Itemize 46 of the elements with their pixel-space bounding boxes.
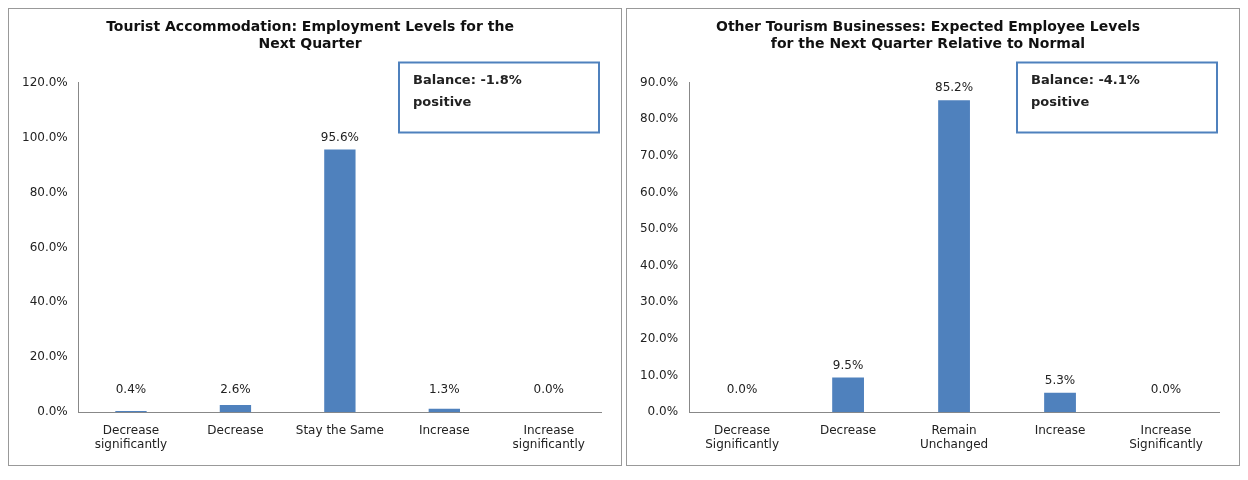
data-label: 1.3% [429,382,460,397]
bar [324,149,356,413]
bar [832,377,864,413]
x-tick-label: Increase [1034,422,1086,437]
bar [1044,392,1076,413]
data-label: 0.4% [115,382,147,397]
y-tick-label: 20.0% [29,349,68,364]
data-label: 0.0% [1150,382,1182,397]
chart-title: Tourist Accommodation: Employment Levels for the Next Quarter [106,18,514,51]
x-tick-label: Remain Unchanged [919,422,989,451]
y-tick-label: 90.0% [640,74,679,89]
y-tick-label: 60.0% [640,184,679,199]
annotation: Balance: -1.8% positive [413,72,522,110]
y-tick-label: 40.0% [640,257,679,272]
data-label: 2.6% [220,382,251,397]
data-label: 0.0% [726,382,758,397]
x-tick-label: Decrease significantly [94,422,168,451]
x-tick-label: Stay the Same [295,422,384,437]
chart-title: Other Tourism Businesses: Expected Employee Levels for the Next Quarter Relative to Normal [715,18,1141,51]
x-tick-label: Decrease Significantly [705,422,779,451]
annotation: Balance: -4.1% positive [1031,72,1140,110]
y-tick-label: 0.0% [647,404,679,419]
data-label: 0.0% [533,382,565,397]
y-tick-label: 60.0% [29,239,68,254]
bar [938,100,970,413]
y-tick-label: 100.0% [21,129,68,144]
y-tick-label: 30.0% [640,294,679,309]
y-tick-label: 10.0% [640,367,679,382]
data-label: 9.5% [832,357,864,372]
data-label: 5.3% [1044,372,1076,387]
x-tick-label: Decrease [207,422,264,437]
x-tick-label: Increase Significantly [1129,422,1203,451]
y-tick-label: 0.0% [37,404,68,419]
y-tick-label: 20.0% [640,331,679,346]
data-label: 85.2% [935,80,974,95]
x-tick-label: Decrease [819,422,877,437]
y-tick-label: 50.0% [640,221,679,236]
x-tick-label: Increase significantly [512,422,585,451]
y-tick-label: 70.0% [640,147,679,162]
y-tick-label: 80.0% [29,184,68,199]
y-tick-label: 120.0% [21,74,68,89]
x-tick-label: Increase [418,422,470,437]
y-tick-label: 80.0% [640,111,679,126]
y-tick-label: 40.0% [29,294,68,309]
data-label: 95.6% [320,129,359,144]
bar [219,405,252,413]
